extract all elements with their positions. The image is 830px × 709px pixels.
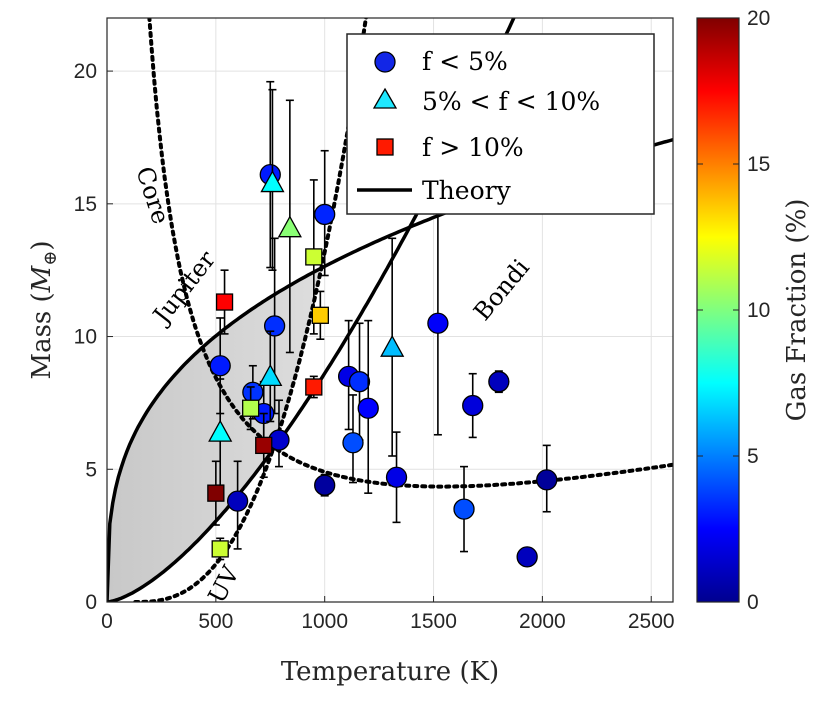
legend-label-f-greater-10: f > 10% — [422, 133, 524, 162]
y-axis-label-sub: ⊕ — [40, 251, 61, 266]
colorbar — [696, 17, 740, 603]
x-tick-label: 2500 — [628, 610, 675, 633]
colorbar-tick-label: 15 — [747, 153, 770, 176]
data-point-circle — [462, 394, 484, 417]
legend-label-f-less-5: f < 5% — [422, 47, 508, 76]
data-point-square — [242, 399, 260, 417]
x-tick-label: 2000 — [519, 610, 566, 633]
data-point-triangle — [258, 364, 283, 387]
colorbar-ticks: 0 5 10 15 20 — [697, 7, 770, 614]
data-point-circle — [314, 474, 336, 496]
bondi-curve — [107, 18, 516, 602]
legend: f < 5% 5% < f < 10% f > 10% Theory — [346, 33, 655, 215]
legend-square-marker — [376, 138, 394, 156]
data-point-circle — [314, 203, 336, 226]
colorbar-label: Gas Fraction (%) — [782, 199, 812, 422]
colorbar-tick-label: 0 — [747, 591, 759, 614]
data-point-triangle — [277, 215, 302, 238]
data-point-square — [207, 484, 225, 502]
x-tick-label: 0 — [101, 610, 113, 633]
data-point-square — [211, 540, 229, 558]
y-axis-label: Mass (M⊕) — [27, 240, 61, 379]
data-point-square — [311, 306, 329, 324]
core-curve — [147, 18, 673, 489]
jupiter-curve-label: Jupiter — [146, 245, 222, 331]
colorbar-tick-label: 5 — [747, 445, 759, 468]
x-tick-label: 1500 — [410, 610, 457, 633]
data-point-circle — [226, 490, 249, 512]
plot-frame — [106, 17, 674, 603]
data-point-circle — [348, 371, 371, 393]
data-point-triangle — [380, 334, 405, 357]
data-point-circle — [357, 397, 379, 419]
y-tick-label: 20 — [74, 60, 97, 83]
uv-curve — [133, 18, 368, 602]
y-axis-ticks: 0 5 10 15 20 — [74, 60, 113, 614]
data-point-triangle — [208, 419, 233, 442]
x-tick-label: 500 — [198, 610, 233, 633]
legend-circle-marker — [374, 51, 396, 73]
y-tick-label: 15 — [74, 193, 97, 216]
legend-triangle-marker — [372, 87, 398, 109]
legend-label-theory: Theory — [422, 176, 512, 205]
y-axis-label-main: Mass ( — [27, 292, 57, 379]
data-point-circle — [385, 466, 408, 488]
legend-label-f-5-10: 5% < f < 10% — [422, 87, 600, 116]
data-point-square — [215, 293, 234, 311]
x-axis-label: Temperature (K) — [281, 657, 499, 687]
data-point-circle — [453, 498, 475, 520]
theory-shaded-region — [107, 235, 390, 602]
bondi-curve-label: Bondi — [468, 254, 535, 326]
uv-curve-label: UV — [203, 561, 246, 608]
data-point-circle — [488, 371, 510, 393]
legend-box — [346, 33, 655, 215]
x-tick-label: 1000 — [301, 610, 348, 633]
colorbar-tick-label: 10 — [747, 299, 770, 322]
core-curve-label: Core — [130, 163, 175, 227]
data-point-circle — [342, 432, 364, 454]
data-point-square — [305, 378, 323, 396]
data-point-circle — [536, 469, 558, 491]
y-tick-label: 5 — [85, 458, 97, 481]
y-axis-label-symbol: M — [27, 264, 57, 293]
data-points — [207, 80, 558, 568]
colorbar-tick-label: 20 — [747, 7, 770, 30]
y-axis-label-end: ) — [27, 240, 57, 250]
data-point-circle — [209, 355, 231, 377]
data-point-square — [255, 436, 273, 455]
data-point-triangle — [260, 170, 285, 193]
y-tick-label: 0 — [85, 591, 97, 614]
svg-text:Mass (M⊕): Mass (M⊕) — [27, 240, 61, 379]
data-point-circle — [516, 546, 538, 568]
data-point-square — [305, 248, 323, 266]
y-tick-label: 10 — [74, 326, 97, 349]
x-axis-ticks: 0 500 1000 1500 2000 2500 — [101, 596, 675, 633]
data-point-circle — [263, 315, 286, 337]
data-point-circle — [427, 312, 449, 334]
